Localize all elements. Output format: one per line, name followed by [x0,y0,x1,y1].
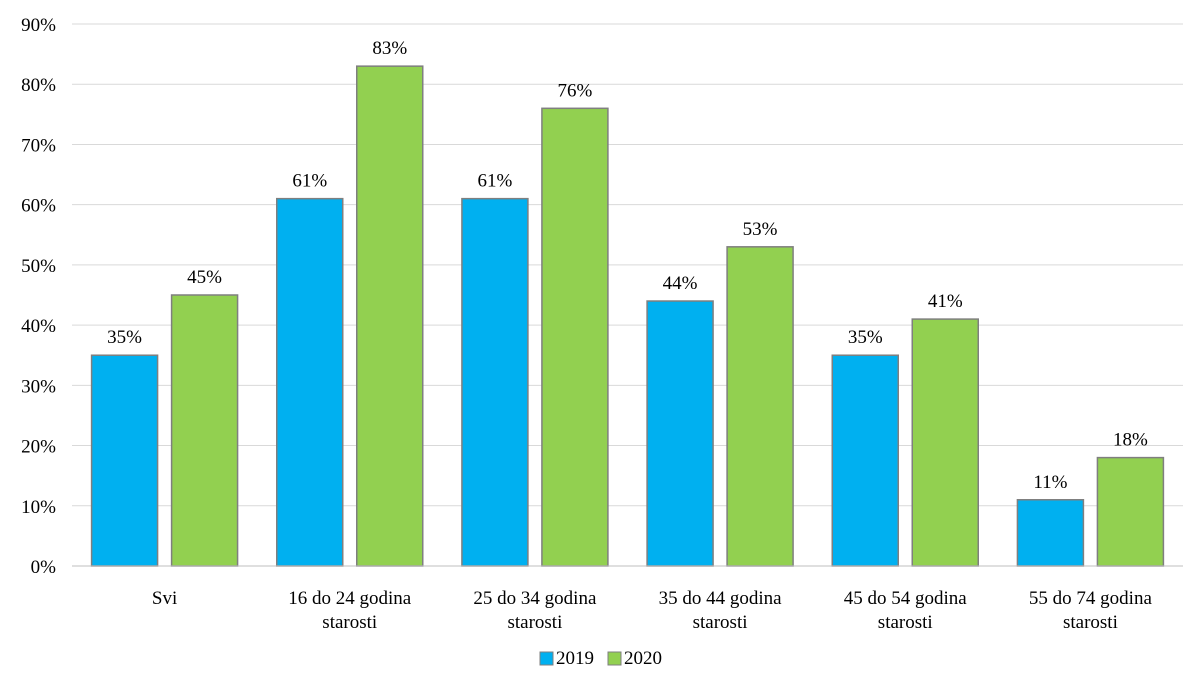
bar-2019 [1016,499,1085,567]
y-tick-label: 90% [21,15,56,36]
legend-swatch-2019 [539,651,554,666]
data-label: 18% [1113,430,1148,451]
y-tick-label: 70% [21,135,56,156]
x-category-label: starosti [693,612,748,633]
data-label: 61% [478,171,513,192]
legend: 2019 2020 [539,648,662,669]
bar-2019 [90,354,159,567]
y-tick-label: 10% [21,497,56,518]
data-label: 76% [558,80,593,101]
x-category-label: 55 do 74 godina [1029,588,1153,609]
bars-layer [90,65,1165,567]
bar-2019 [646,300,714,567]
legend-swatch-2020 [607,651,622,666]
axis-layer: 0% 10% 20% 30% 40% 50% 60% 70% 80% 90% Svi 16 do 24… [21,15,1183,633]
x-category-label: Svi [152,588,177,609]
x-category-label: starosti [878,612,933,633]
y-tick-label: 40% [21,316,56,337]
data-label: 41% [928,291,963,312]
bar-2020 [541,107,609,567]
bar-2020 [1096,456,1165,567]
y-tick-label: 20% [21,437,56,458]
y-tick-label: 0% [31,557,57,578]
y-tick-label: 30% [21,376,56,397]
bar-2020 [726,246,794,567]
data-label: 53% [743,219,778,240]
data-label: 83% [372,38,407,59]
legend-label: 2019 [556,648,594,669]
bar-2019 [276,197,344,567]
data-labels-layer: 35% 45% 61% 83% 61% 76% 44% 53% 35% 41% 11% 18% [107,38,1148,493]
bar-2019 [461,197,529,567]
data-label: 35% [848,327,883,348]
x-category-label: 16 do 24 godina [288,588,412,609]
grid-layer [72,23,1183,507]
bar-2019 [831,354,899,567]
y-tick-label: 80% [21,75,56,96]
data-label: 35% [107,327,142,348]
y-tick-label: 50% [21,256,56,277]
data-label: 61% [292,171,327,192]
x-category-label: 45 do 54 godina [844,588,968,609]
x-category-label: 25 do 34 godina [473,588,597,609]
y-tick-label: 60% [21,196,56,217]
bar-2020 [911,318,979,567]
bar-2020 [356,65,424,567]
data-label: 11% [1033,472,1067,493]
x-category-label: starosti [507,612,562,633]
x-category-label: starosti [322,612,377,633]
x-category-label: 35 do 44 godina [659,588,783,609]
bar-2020 [170,294,239,567]
data-label: 44% [663,273,698,294]
data-label: 45% [187,267,222,288]
x-category-label: starosti [1063,612,1118,633]
legend-label: 2020 [624,648,662,669]
